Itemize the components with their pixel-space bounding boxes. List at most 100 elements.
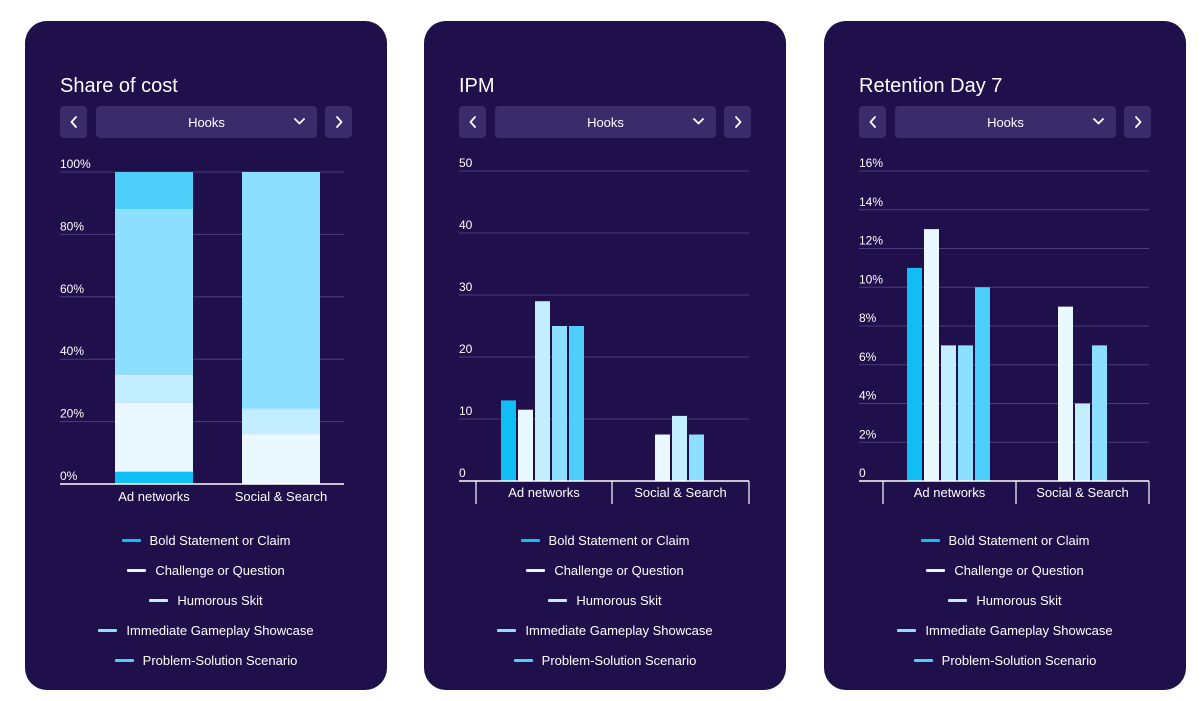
y-tick-label: 16% xyxy=(859,156,883,170)
legend-item-immediate-gameplay-showcase: Immediate Gameplay Showcase xyxy=(424,615,786,645)
y-tick-label: 20 xyxy=(459,342,473,356)
bar-humorous-skit xyxy=(1075,403,1090,481)
breakdown-select-value: Hooks xyxy=(987,115,1024,130)
legend-item-problem-solution-scenario: Problem-Solution Scenario xyxy=(824,645,1186,675)
legend-swatch xyxy=(497,628,517,632)
legend-swatch xyxy=(121,538,141,542)
legend-swatch xyxy=(897,628,917,632)
y-tick-label: 10% xyxy=(859,272,883,286)
next-button[interactable] xyxy=(325,106,352,138)
legend-item-bold-statement-or-claim: Bold Statement or Claim xyxy=(25,525,387,555)
y-tick-label: 14% xyxy=(859,195,883,209)
breakdown-select[interactable]: Hooks xyxy=(895,106,1116,138)
breakdown-select[interactable]: Hooks xyxy=(495,106,716,138)
legend-item-humorous-skit: Humorous Skit xyxy=(424,585,786,615)
legend-label: Problem-Solution Scenario xyxy=(142,652,298,668)
bar-challenge-or-question xyxy=(1058,306,1073,481)
bar-problem-solution-scenario xyxy=(569,326,584,481)
breakdown-select[interactable]: Hooks xyxy=(96,106,317,138)
legend-swatch xyxy=(513,658,533,662)
legend-swatch xyxy=(149,598,169,602)
legend-item-bold-statement-or-claim: Bold Statement or Claim xyxy=(424,525,786,555)
card-title: Share of cost xyxy=(60,75,178,97)
x-category-label: Social & Search xyxy=(1036,485,1129,500)
y-tick-label: 0 xyxy=(459,466,466,480)
bar-segment-problem-solution-scenario xyxy=(115,172,193,210)
bar-immediate-gameplay-showcase xyxy=(1092,345,1107,481)
legend-label: Challenge or Question xyxy=(554,562,684,578)
legend-swatch xyxy=(114,658,134,662)
bar-segment-challenge-or-question xyxy=(242,434,320,484)
legend-swatch xyxy=(98,628,118,632)
share-of-cost-chart: 0% 20% 40% 60% 80% 100% Ad networks Social & Se… xyxy=(60,157,344,504)
ipm-card: IPM Hooks 0 10 20 30 40 50 Ad networks Social &… xyxy=(424,21,786,690)
legend-swatch xyxy=(920,538,940,542)
bar-challenge-or-question xyxy=(518,409,533,481)
bar-immediate-gameplay-showcase xyxy=(552,326,567,481)
bar-segment-immediate-gameplay-showcase xyxy=(115,209,193,375)
legend-swatch xyxy=(548,598,568,602)
chevron-right-icon xyxy=(734,116,741,128)
bar-segment-humorous-skit xyxy=(242,409,320,435)
chevron-right-icon xyxy=(1134,116,1141,128)
x-category-label: Ad networks xyxy=(118,489,190,504)
previous-button[interactable] xyxy=(459,106,486,138)
legend-swatch xyxy=(526,568,546,572)
bar-immediate-gameplay-showcase xyxy=(689,434,704,481)
bar-segment-immediate-gameplay-showcase xyxy=(242,172,320,410)
bar-segment-challenge-or-question xyxy=(115,402,193,472)
legend-label: Humorous Skit xyxy=(976,592,1062,608)
legend-item-challenge-or-question: Challenge or Question xyxy=(424,555,786,585)
y-tick-label: 12% xyxy=(859,234,883,248)
legend-swatch xyxy=(520,538,540,542)
legend-label: Immediate Gameplay Showcase xyxy=(126,622,314,638)
share-of-cost-card: Share of cost Hooks 0% 20% 40% 60% 80% 100% Ad… xyxy=(25,21,387,690)
legend-label: Immediate Gameplay Showcase xyxy=(925,622,1113,638)
legend-label: Bold Statement or Claim xyxy=(149,532,291,548)
legend-item-humorous-skit: Humorous Skit xyxy=(824,585,1186,615)
chevron-down-icon xyxy=(693,118,704,125)
bar-humorous-skit xyxy=(941,345,956,481)
chart-legend: Bold Statement or Claim Challenge or Ques… xyxy=(824,525,1186,675)
breakdown-select-value: Hooks xyxy=(188,115,225,130)
bar-problem-solution-scenario xyxy=(975,287,990,481)
y-tick-label: 0 xyxy=(859,466,866,480)
x-category-label: Social & Search xyxy=(634,485,727,500)
legend-item-immediate-gameplay-showcase: Immediate Gameplay Showcase xyxy=(25,615,387,645)
bar-humorous-skit xyxy=(672,415,687,481)
bar-bold-statement-or-claim xyxy=(907,267,922,481)
y-tick-label: 100% xyxy=(60,157,91,171)
legend-item-challenge-or-question: Challenge or Question xyxy=(824,555,1186,585)
legend-label: Challenge or Question xyxy=(155,562,285,578)
legend-label: Bold Statement or Claim xyxy=(548,532,690,548)
card-title: Retention Day 7 xyxy=(859,75,1003,97)
legend-label: Problem-Solution Scenario xyxy=(941,652,1097,668)
card-title: IPM xyxy=(459,75,495,97)
retention-day-7-card: Retention Day 7 Hooks 0 2% 4% 6% 8% 10% 12% 14%… xyxy=(824,21,1186,690)
y-tick-label: 30 xyxy=(459,280,473,294)
chevron-right-icon xyxy=(335,116,342,128)
x-category-label: Ad networks xyxy=(508,485,580,500)
y-tick-label: 2% xyxy=(859,427,877,441)
chevron-left-icon xyxy=(869,116,876,128)
chevron-down-icon xyxy=(1093,118,1104,125)
previous-button[interactable] xyxy=(859,106,886,138)
y-tick-label: 50 xyxy=(459,156,473,170)
bar-challenge-or-question xyxy=(924,229,939,481)
next-button[interactable] xyxy=(724,106,751,138)
legend-swatch xyxy=(926,568,946,572)
chart-legend: Bold Statement or Claim Challenge or Ques… xyxy=(424,525,786,675)
legend-item-bold-statement-or-claim: Bold Statement or Claim xyxy=(824,525,1186,555)
legend-label: Humorous Skit xyxy=(177,592,263,608)
legend-label: Humorous Skit xyxy=(576,592,662,608)
legend-swatch xyxy=(127,568,147,572)
y-tick-label: 40 xyxy=(459,218,473,232)
chevron-left-icon xyxy=(70,116,77,128)
legend-label: Challenge or Question xyxy=(954,562,1084,578)
previous-button[interactable] xyxy=(60,106,87,138)
y-tick-label: 10 xyxy=(459,404,473,418)
next-button[interactable] xyxy=(1124,106,1151,138)
legend-item-challenge-or-question: Challenge or Question xyxy=(25,555,387,585)
y-tick-label: 4% xyxy=(859,389,877,403)
y-tick-label: 40% xyxy=(60,344,84,358)
